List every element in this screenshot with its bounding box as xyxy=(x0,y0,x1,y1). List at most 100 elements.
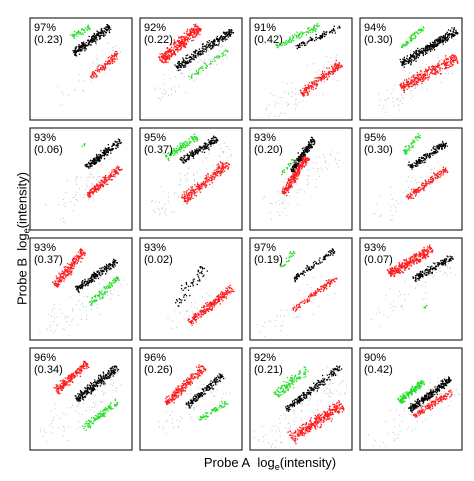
scatter-point xyxy=(439,144,441,146)
scatter-point xyxy=(435,39,437,42)
scatter-point xyxy=(409,164,411,166)
scatter-point xyxy=(183,42,186,44)
scatter-point xyxy=(419,74,421,76)
scatter-point xyxy=(161,55,163,57)
scatter-point xyxy=(227,165,229,167)
point-cluster-grey xyxy=(44,157,110,223)
scatter-point xyxy=(290,180,292,182)
scatter-point xyxy=(223,36,225,38)
scatter-point xyxy=(321,34,324,36)
scatter-point xyxy=(422,54,424,57)
scatter-point xyxy=(337,67,339,69)
scatter-point xyxy=(392,89,394,91)
scatter-point xyxy=(292,176,295,178)
scatter-point xyxy=(278,200,280,202)
scatter-point xyxy=(294,172,296,175)
scatter-point xyxy=(316,80,318,82)
scatter-point xyxy=(163,55,165,57)
scatter-point xyxy=(178,46,180,48)
scatter-point xyxy=(197,29,200,31)
scatter-point xyxy=(293,40,295,42)
scatter-point xyxy=(176,43,178,46)
scatter-point xyxy=(204,142,206,144)
scatter-point xyxy=(64,268,66,270)
scatter-point xyxy=(425,47,427,49)
scatter-point xyxy=(307,28,309,30)
scatter-point xyxy=(180,156,182,159)
scatter-point xyxy=(450,57,452,59)
scatter-point xyxy=(187,168,189,169)
scatter-point xyxy=(96,75,98,77)
scatter-point xyxy=(197,69,200,71)
scatter-point xyxy=(105,31,107,34)
scatter-point xyxy=(448,36,451,38)
scatter-point xyxy=(329,64,331,66)
scatter-point xyxy=(413,55,415,57)
scatter-point xyxy=(435,175,438,177)
scatter-point xyxy=(179,64,181,65)
scatter-point xyxy=(296,159,298,161)
scatter-point xyxy=(107,57,109,59)
scatter-point xyxy=(81,281,83,283)
scatter-point xyxy=(155,89,156,91)
scatter-point xyxy=(185,193,187,195)
scatter-point xyxy=(415,53,418,55)
point-cluster-red xyxy=(405,166,449,200)
scatter-point xyxy=(195,70,197,72)
scatter-point xyxy=(182,66,184,68)
scatter-point xyxy=(114,58,116,60)
scatter-point xyxy=(91,73,93,75)
scatter-point xyxy=(59,280,62,282)
scatter-point xyxy=(79,46,81,48)
scatter-point xyxy=(336,64,338,66)
scatter-point xyxy=(202,50,204,52)
scatter-point xyxy=(79,249,81,252)
scatter-point xyxy=(441,144,443,146)
scatter-point xyxy=(433,46,435,49)
scatter-point xyxy=(320,77,322,80)
scatter-point xyxy=(108,171,110,173)
scatter-point xyxy=(213,177,216,179)
scatter-point xyxy=(420,29,422,31)
scatter-point xyxy=(429,155,431,157)
scatter-point xyxy=(427,66,430,68)
scatter-point xyxy=(428,68,431,70)
scatter-point xyxy=(423,159,425,161)
scatter-point xyxy=(303,155,306,158)
panel-correlation-label: (0.22) xyxy=(144,34,173,46)
scatter-point xyxy=(227,51,229,53)
scatter-point xyxy=(173,51,175,53)
scatter-point xyxy=(193,28,195,31)
scatter-point xyxy=(224,39,227,41)
scatter-point xyxy=(162,207,164,209)
scatter-point xyxy=(426,52,428,54)
scatter-point xyxy=(445,66,447,68)
scatter-point xyxy=(445,33,447,35)
scatter-point xyxy=(176,44,178,46)
scatter-point xyxy=(301,32,304,34)
scatter-point xyxy=(415,60,417,62)
scatter-point xyxy=(285,215,287,217)
scatter-point xyxy=(315,33,317,36)
scatter-point xyxy=(187,154,189,156)
scatter-point xyxy=(199,33,201,36)
scatter-point xyxy=(203,61,205,63)
scatter-point xyxy=(113,142,115,144)
scatter-point xyxy=(417,84,419,86)
scatter-point xyxy=(97,160,99,162)
scatter-point xyxy=(204,61,206,63)
scatter-point xyxy=(308,146,310,148)
scatter-point xyxy=(103,149,105,151)
scatter-point xyxy=(177,39,179,42)
scatter-point xyxy=(85,183,87,185)
scatter-point xyxy=(337,68,339,70)
scatter-point xyxy=(281,211,283,213)
scatter-point xyxy=(97,277,100,280)
scatter-point xyxy=(287,188,290,190)
scatter-point xyxy=(444,63,446,65)
scatter-point xyxy=(100,28,102,31)
scatter-point xyxy=(197,32,200,34)
scatter-point xyxy=(298,156,300,159)
scatter-point xyxy=(188,155,191,158)
scatter-point xyxy=(276,46,278,48)
